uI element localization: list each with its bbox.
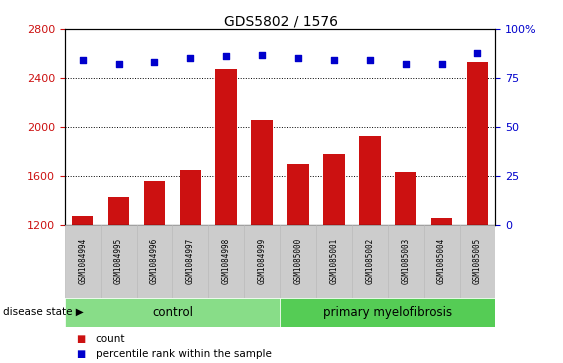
Bar xyxy=(180,170,201,225)
Text: GSM1084998: GSM1084998 xyxy=(222,238,231,285)
Text: GSM1084997: GSM1084997 xyxy=(186,238,195,285)
Text: GSM1085001: GSM1085001 xyxy=(329,238,338,285)
Text: control: control xyxy=(152,306,193,319)
Point xyxy=(186,56,195,61)
Bar xyxy=(65,298,280,327)
Bar xyxy=(172,225,208,298)
Text: GSM1085005: GSM1085005 xyxy=(473,238,482,285)
Text: primary myelofibrosis: primary myelofibrosis xyxy=(323,306,452,319)
Text: GSM1085003: GSM1085003 xyxy=(401,238,410,285)
Text: GSM1085004: GSM1085004 xyxy=(437,238,446,285)
Bar xyxy=(144,181,166,225)
Point xyxy=(329,57,338,63)
Text: GSM1084995: GSM1084995 xyxy=(114,238,123,285)
Bar xyxy=(137,225,172,298)
Bar xyxy=(251,120,273,225)
Point xyxy=(473,50,482,56)
Point xyxy=(365,57,374,63)
Bar xyxy=(72,216,93,225)
Point xyxy=(222,54,231,60)
Point xyxy=(114,61,123,67)
Bar xyxy=(467,62,488,225)
Point xyxy=(78,57,87,63)
Bar xyxy=(424,225,459,298)
Text: percentile rank within the sample: percentile rank within the sample xyxy=(96,349,271,359)
Bar xyxy=(359,136,381,225)
Bar xyxy=(388,225,424,298)
Text: GDS5802 / 1576: GDS5802 / 1576 xyxy=(225,15,338,29)
Bar xyxy=(287,164,309,225)
Bar xyxy=(459,225,495,298)
Point xyxy=(150,60,159,65)
Bar xyxy=(216,69,237,225)
Text: GSM1084994: GSM1084994 xyxy=(78,238,87,285)
Bar xyxy=(65,225,101,298)
Bar xyxy=(431,218,452,225)
Bar xyxy=(208,225,244,298)
Bar xyxy=(244,225,280,298)
Text: ■: ■ xyxy=(76,349,85,359)
Bar xyxy=(280,298,495,327)
Text: count: count xyxy=(96,334,125,344)
Text: disease state ▶: disease state ▶ xyxy=(3,307,83,317)
Point xyxy=(258,52,267,57)
Text: GSM1085000: GSM1085000 xyxy=(293,238,302,285)
Text: GSM1085002: GSM1085002 xyxy=(365,238,374,285)
Bar xyxy=(316,225,352,298)
Bar xyxy=(108,197,129,225)
Point xyxy=(437,61,446,67)
Text: ■: ■ xyxy=(76,334,85,344)
Bar xyxy=(352,225,388,298)
Bar xyxy=(280,225,316,298)
Bar xyxy=(323,154,345,225)
Text: GSM1084996: GSM1084996 xyxy=(150,238,159,285)
Bar xyxy=(101,225,137,298)
Point xyxy=(401,61,410,67)
Text: GSM1084999: GSM1084999 xyxy=(258,238,267,285)
Bar xyxy=(395,172,417,225)
Point xyxy=(293,56,302,61)
